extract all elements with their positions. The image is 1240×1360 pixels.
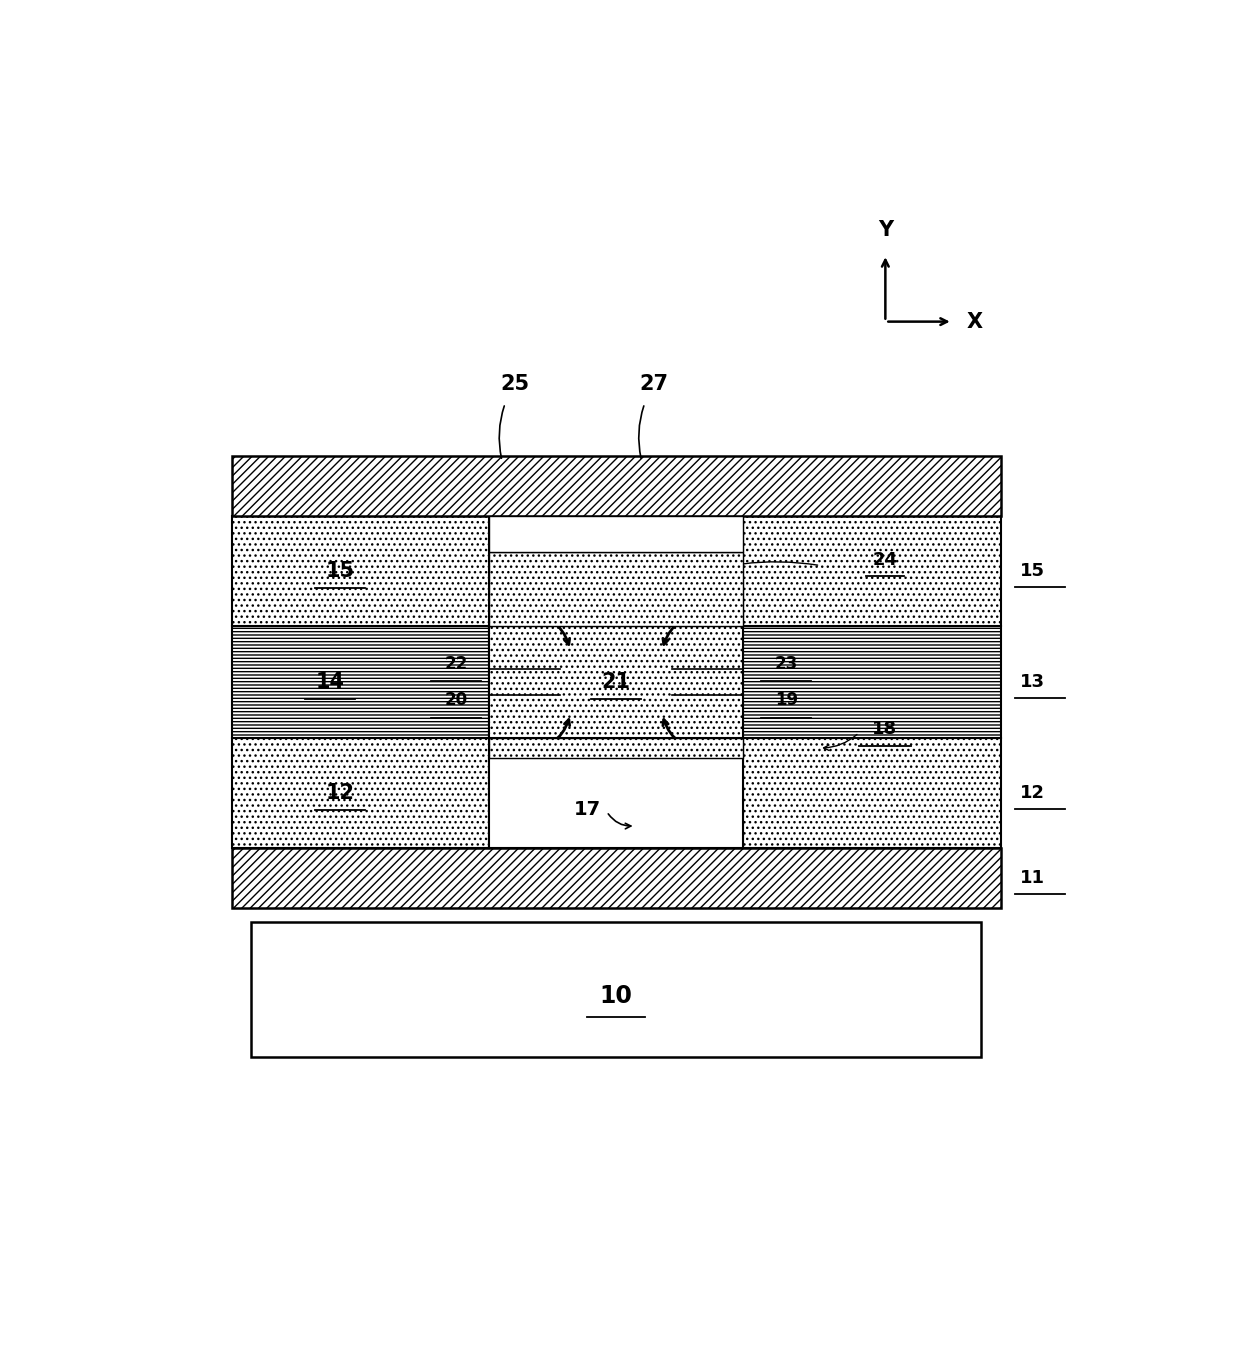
Text: 12: 12	[1019, 783, 1045, 802]
Text: 22: 22	[444, 654, 467, 673]
Text: 15: 15	[1019, 562, 1045, 579]
Text: 24: 24	[872, 551, 898, 568]
Text: 25: 25	[500, 374, 529, 393]
Text: 20: 20	[444, 691, 467, 710]
Text: 13: 13	[1019, 673, 1045, 691]
Bar	[743, 738, 1001, 847]
Text: 12: 12	[326, 783, 355, 802]
Text: 21: 21	[601, 672, 631, 692]
Text: Y: Y	[878, 220, 893, 239]
Text: 18: 18	[872, 719, 898, 737]
Text: 17: 17	[574, 800, 601, 819]
Text: 14: 14	[315, 672, 345, 692]
Text: 10: 10	[600, 985, 632, 1008]
Text: 23: 23	[775, 654, 799, 673]
Bar	[250, 922, 982, 1057]
Bar	[232, 847, 1001, 908]
Bar	[743, 517, 1001, 626]
Bar	[232, 626, 490, 738]
Text: 27: 27	[640, 374, 668, 393]
Bar	[743, 626, 1001, 738]
Bar	[490, 738, 743, 758]
Bar	[490, 517, 743, 552]
Bar	[490, 552, 743, 626]
Bar	[232, 456, 1001, 517]
Text: 19: 19	[775, 691, 797, 710]
Bar	[232, 738, 490, 847]
Bar	[232, 517, 490, 626]
Bar	[490, 626, 743, 738]
Text: 11: 11	[1019, 869, 1045, 887]
Text: X: X	[967, 311, 983, 332]
Bar	[490, 758, 743, 847]
Text: 15: 15	[325, 562, 355, 581]
